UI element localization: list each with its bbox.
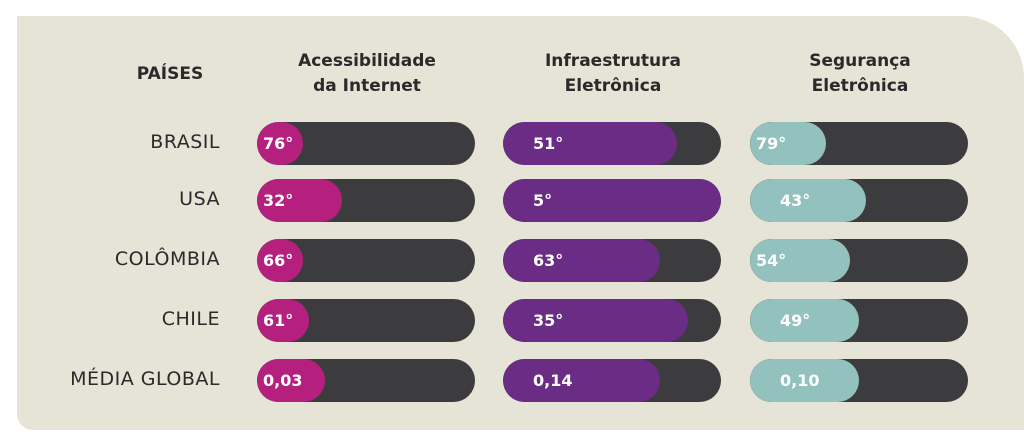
column-header-line: Acessibilidade (298, 51, 436, 71)
column-header-accessibility: Acessibilidade da Internet (247, 49, 487, 99)
bar-track-accessibility: 76° (257, 122, 475, 165)
column-header-line: da Internet (313, 76, 421, 96)
bar-track-security: 49° (750, 299, 968, 342)
bar-value-label: 49° (780, 311, 811, 330)
bar-fill-infrastructure (503, 359, 660, 402)
country-label: COLÔMBIA (114, 248, 220, 270)
bar-value-label: 76° (263, 134, 294, 153)
bar-fill-infrastructure (503, 179, 721, 222)
bar-track-accessibility: 61° (257, 299, 475, 342)
bar-track-accessibility: 32° (257, 179, 475, 222)
bar-value-label: 0,14 (533, 371, 573, 390)
country-label: BRASIL (150, 131, 220, 153)
bar-fill-infrastructure (503, 299, 688, 342)
bar-fill-accessibility (257, 359, 325, 402)
bar-fill-security (750, 359, 859, 402)
countries-header: PAÍSES (136, 64, 204, 84)
bar-fill-accessibility (257, 299, 309, 342)
country-label: CHILE (161, 308, 220, 330)
bar-value-label: 63° (533, 251, 564, 270)
country-label: USA (179, 188, 220, 210)
country-label: MÉDIA GLOBAL (70, 368, 220, 390)
bar-track-infrastructure: 63° (503, 239, 721, 282)
column-header-line: Infraestrutura (544, 51, 682, 71)
bar-track-security: 0,10 (750, 359, 968, 402)
bar-track-infrastructure: 0,14 (503, 359, 721, 402)
bar-track-security: 79° (750, 122, 968, 165)
column-header-security: Segurança Eletrônica (740, 49, 980, 99)
bar-value-label: 5° (533, 191, 553, 210)
column-header-line: Eletrônica (564, 76, 662, 96)
bar-track-infrastructure: 5° (503, 179, 721, 222)
bar-value-label: 0,03 (263, 371, 303, 390)
bar-fill-accessibility (257, 239, 303, 282)
bar-fill-security (750, 179, 866, 222)
bar-value-label: 43° (780, 191, 811, 210)
bar-value-label: 66° (263, 251, 294, 270)
bar-value-label: 51° (533, 134, 564, 153)
bar-value-label: 61° (263, 311, 294, 330)
bar-track-security: 43° (750, 179, 968, 222)
bar-value-label: 32° (263, 191, 294, 210)
bar-value-label: 54° (756, 251, 787, 270)
bar-fill-security (750, 299, 859, 342)
column-header-line: Eletrônica (811, 76, 909, 96)
column-header-infrastructure: Infraestrutura Eletrônica (493, 49, 733, 99)
bar-track-infrastructure: 51° (503, 122, 721, 165)
bar-fill-security (750, 122, 826, 165)
bar-fill-infrastructure (503, 239, 660, 282)
bar-fill-accessibility (257, 122, 303, 165)
column-header-line: Segurança (809, 51, 911, 71)
bar-track-infrastructure: 35° (503, 299, 721, 342)
bar-fill-infrastructure (503, 122, 677, 165)
bar-track-security: 54° (750, 239, 968, 282)
bar-value-label: 0,10 (780, 371, 820, 390)
bar-track-accessibility: 0,03 (257, 359, 475, 402)
bar-track-accessibility: 66° (257, 239, 475, 282)
bar-fill-security (750, 239, 850, 282)
bar-value-label: 35° (533, 311, 564, 330)
bar-fill-accessibility (257, 179, 342, 222)
bar-value-label: 79° (756, 134, 787, 153)
